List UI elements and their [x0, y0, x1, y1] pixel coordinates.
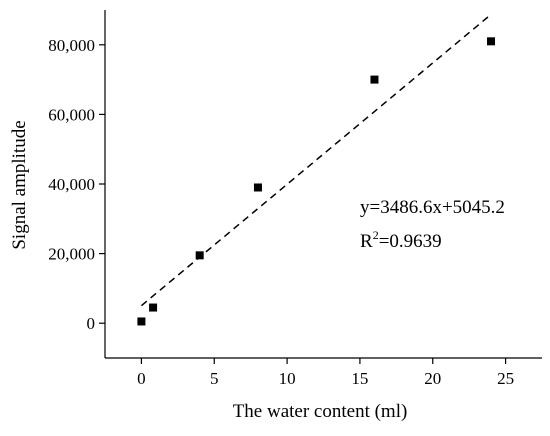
data-points — [137, 37, 496, 326]
y-tick-label: 80,000 — [48, 36, 95, 55]
r-squared-prefix: R — [360, 231, 373, 252]
data-point — [149, 303, 158, 312]
fit-line-group — [140, 13, 492, 307]
y-axis-ticks: 0 20,000 40,000 60,000 80,000 — [48, 36, 105, 333]
y-tick-label: 40,000 — [48, 175, 95, 194]
x-axis-title: The water content (ml) — [233, 401, 408, 422]
y-tick-label: 0 — [87, 314, 96, 333]
plot-area — [104, 10, 542, 359]
r-squared-value: =0.9639 — [379, 231, 442, 252]
x-axis-ticks: 0 5 10 15 20 25 — [137, 358, 514, 388]
r-squared-superscript: 2 — [373, 228, 379, 242]
x-tick-label: 20 — [424, 369, 441, 388]
fit-line — [140, 13, 492, 307]
data-point — [370, 75, 379, 84]
data-point — [137, 317, 146, 326]
data-point — [195, 251, 204, 260]
x-tick-label: 10 — [279, 369, 296, 388]
r-squared-label: R2=0.9639 — [360, 228, 442, 252]
x-tick-label: 15 — [351, 369, 368, 388]
y-tick-label: 20,000 — [48, 245, 95, 264]
x-tick-label: 25 — [497, 369, 514, 388]
y-axis-title: Signal amplitude — [9, 120, 30, 249]
regression-equation: y=3486.6x+5045.2 — [360, 197, 505, 218]
y-tick-label: 60,000 — [48, 105, 95, 124]
x-tick-label: 0 — [137, 369, 146, 388]
x-tick-label: 5 — [210, 369, 219, 388]
data-point — [253, 183, 262, 192]
data-point — [487, 37, 496, 46]
